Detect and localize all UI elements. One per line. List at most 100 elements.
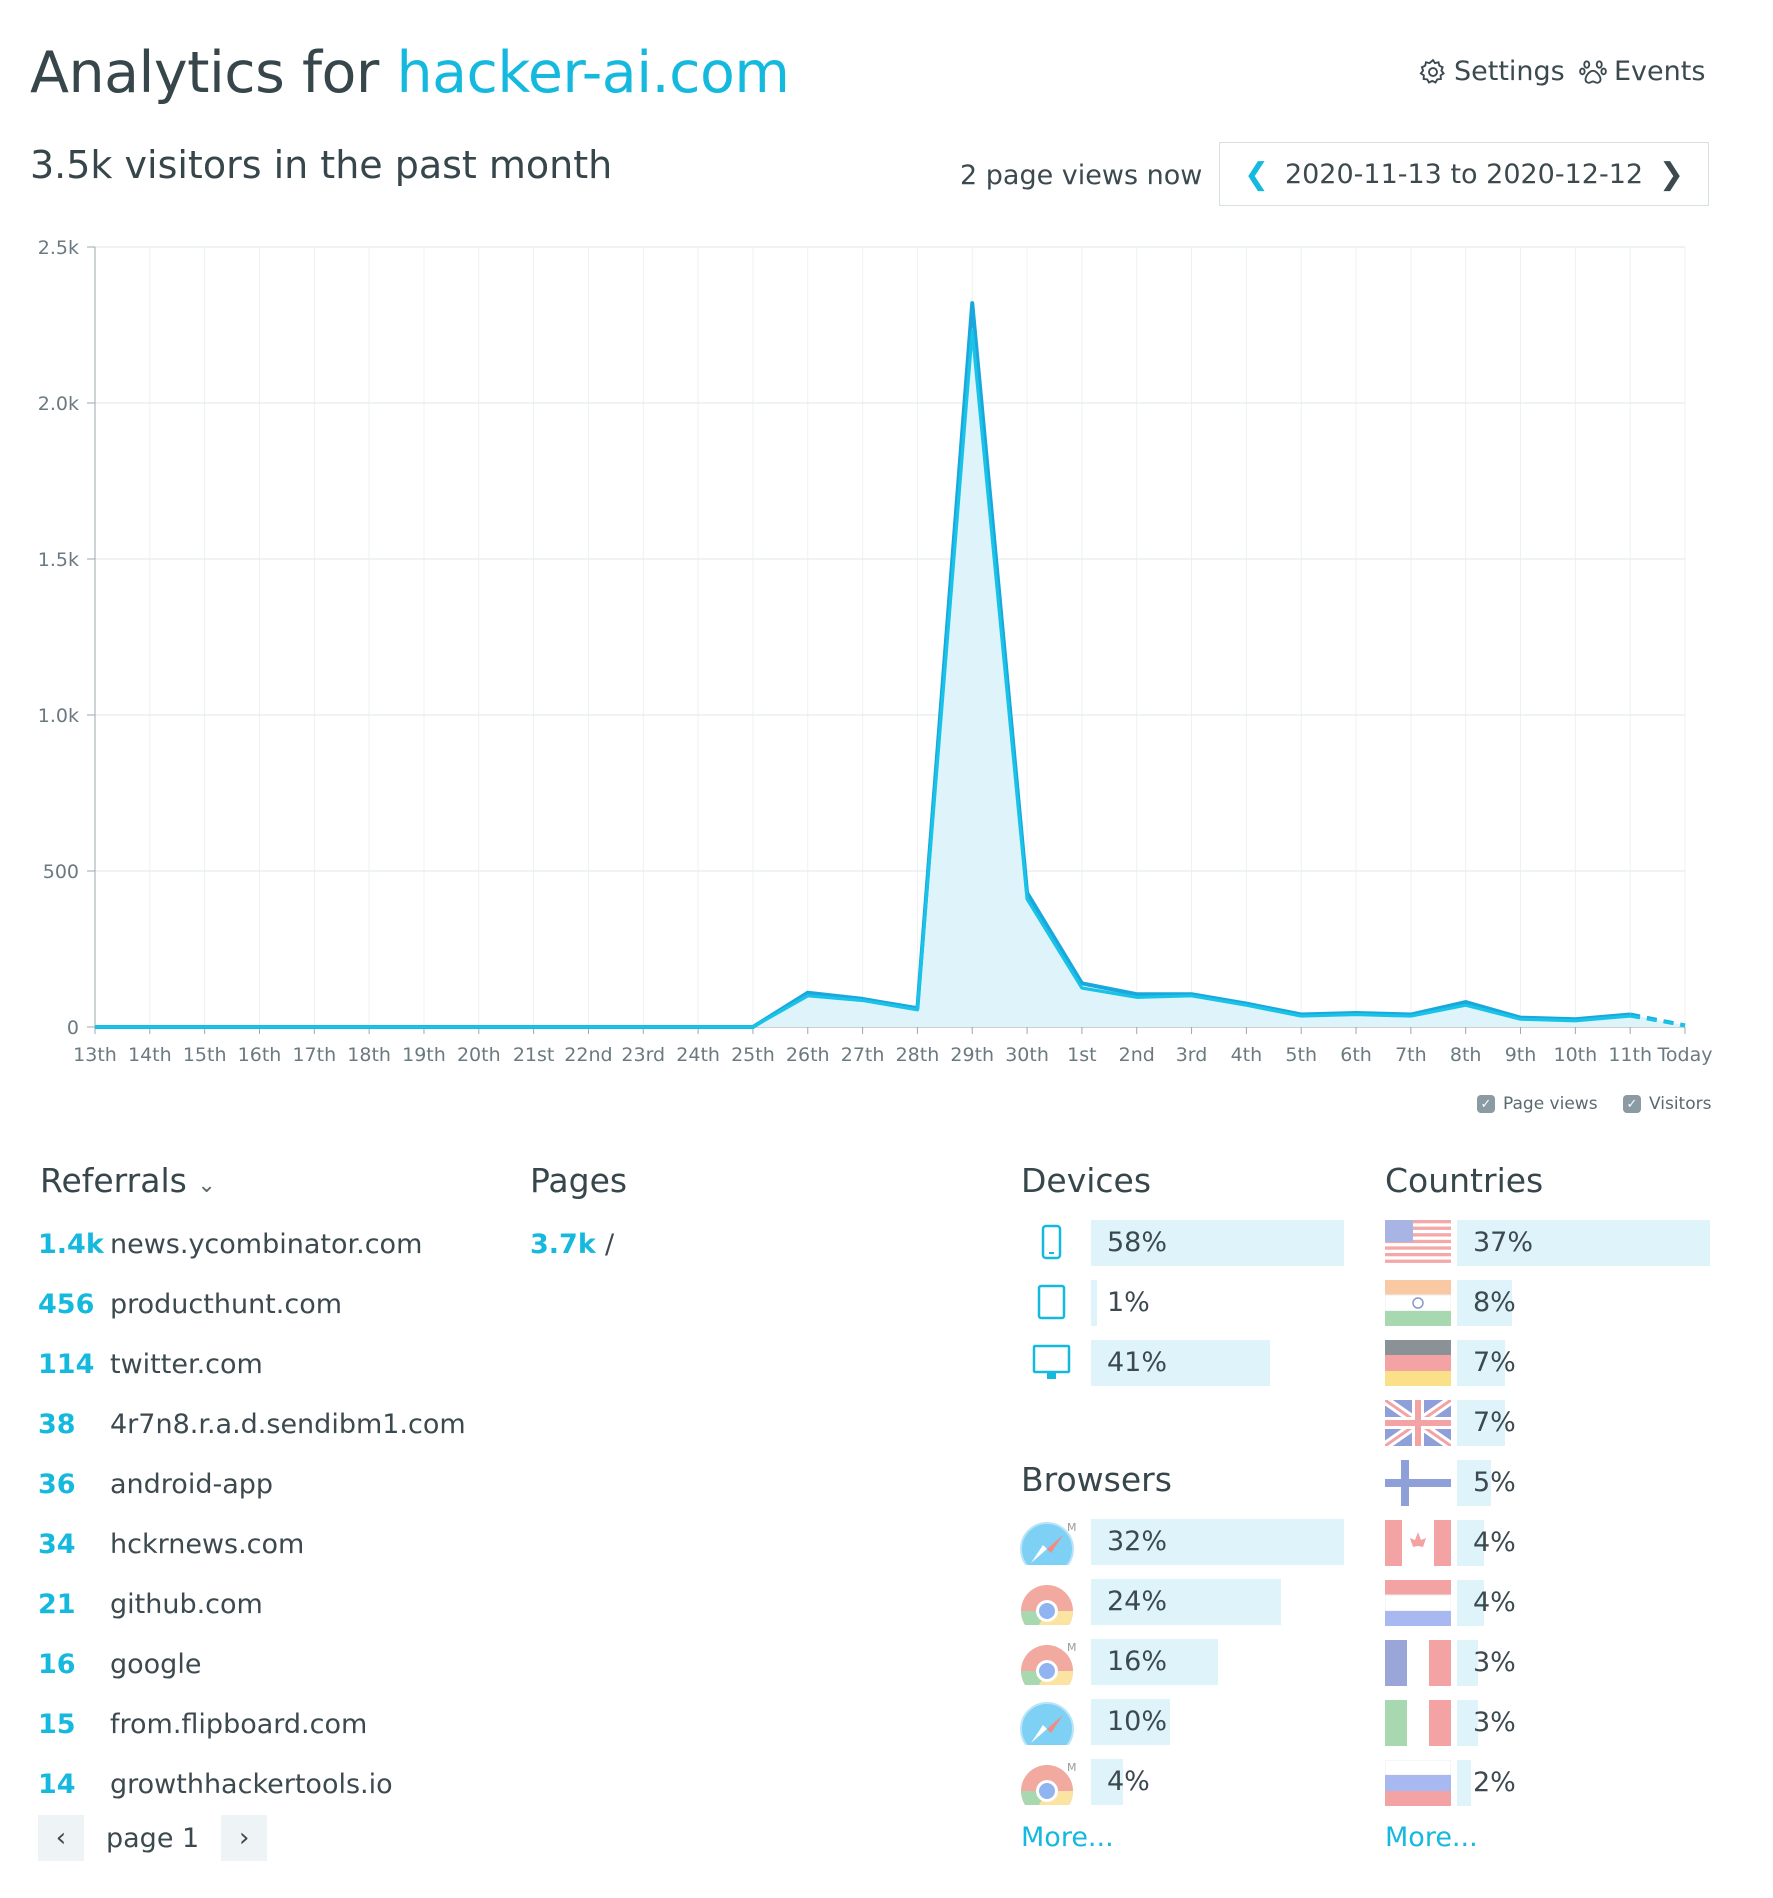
referral-source[interactable]: growthhackertools.io [110,1768,393,1800]
site-domain-link[interactable]: hacker-ai.com [396,40,790,106]
share-percent: 3% [1473,1707,1516,1738]
referral-source[interactable]: from.flipboard.com [110,1708,368,1740]
date-range-picker[interactable]: ❮ 2020-11-13 to 2020-12-12 ❯ [1219,142,1709,206]
browser-row[interactable]: 4% [1091,1759,1344,1805]
countrie-row[interactable]: 3% [1457,1700,1710,1746]
referral-source[interactable]: producthunt.com [110,1288,343,1320]
share-percent: 32% [1107,1526,1168,1557]
next-page-button[interactable]: › [221,1815,268,1861]
referral-count: 34 [38,1528,76,1560]
countries-title: Countries [1385,1161,1544,1200]
referral-row[interactable]: 36 android-app [38,1454,273,1514]
share-bar [1091,1280,1097,1326]
page-count: 3.7k [530,1228,596,1260]
referral-row[interactable]: 114 twitter.com [38,1334,263,1394]
x-tick-label: 21st [513,1044,555,1065]
countrie-row[interactable]: 4% [1457,1580,1710,1626]
share-percent: 10% [1107,1706,1168,1737]
flag-ru-icon [1385,1760,1451,1806]
share-bar [1457,1700,1478,1746]
date-range-label[interactable]: 2020-11-13 to 2020-12-12 [1284,158,1644,190]
referral-row[interactable]: 21 github.com [38,1574,263,1634]
share-percent: 41% [1107,1347,1168,1378]
referral-row[interactable]: 15 from.flipboard.com [38,1694,367,1754]
share-percent: 7% [1473,1347,1516,1378]
settings-link[interactable]: Settings [1418,52,1565,92]
checkbox-checked-icon[interactable]: ✓ [1477,1095,1495,1113]
referral-row[interactable]: 14 growthhackertools.io [38,1754,393,1814]
referral-row[interactable]: 16 google [38,1634,201,1694]
countrie-row[interactable]: 2% [1457,1760,1710,1806]
referrals-title: Referrals [40,1161,187,1200]
x-tick-label: Today [1657,1044,1713,1065]
referral-row[interactable]: 38 4r7n8.r.a.d.sendibm1.com [38,1394,466,1454]
x-tick-label: 19th [402,1044,446,1065]
settings-label: Settings [1454,56,1565,87]
flag-it-icon [1385,1700,1451,1746]
share-percent: 2% [1473,1767,1516,1798]
referral-source[interactable]: github.com [110,1588,263,1620]
referral-row[interactable]: 34 hckrnews.com [38,1514,304,1574]
mobile-safari-icon: M [1019,1519,1085,1565]
visitors-line-today-dashed [1629,1014,1686,1028]
live-page-views: 2 page views now [960,160,1203,191]
share-percent: 4% [1473,1527,1516,1558]
share-percent: 4% [1473,1587,1516,1618]
referral-source[interactable]: twitter.com [110,1348,263,1380]
svg-text:M: M [1067,1641,1077,1654]
share-bar [1091,1220,1344,1266]
share-percent: 4% [1107,1766,1150,1797]
countrie-row[interactable]: 7% [1457,1340,1710,1386]
browser-row[interactable]: 24% [1091,1579,1344,1625]
share-percent: 58% [1107,1227,1168,1258]
referral-source[interactable]: android-app [110,1468,274,1500]
referrals-dropdown[interactable]: Referrals ⌄ [40,1160,216,1207]
previous-page-button[interactable]: ‹ [38,1815,84,1861]
referral-row[interactable]: 456 producthunt.com [38,1274,342,1334]
flag-ca-icon [1385,1520,1451,1566]
referral-count: 456 [38,1288,95,1320]
visitor-summary: 3.5k visitors in the past month [30,143,613,187]
browsers-more-link[interactable]: More... [1021,1822,1114,1853]
referral-count: 36 [38,1468,76,1500]
countrie-row[interactable]: 37% [1457,1220,1710,1266]
referral-count: 15 [38,1708,76,1740]
referral-row[interactable]: 1.4k news.ycombinator.com [38,1214,422,1274]
share-percent: 37% [1473,1227,1534,1258]
mobile-chrome-icon: M [1019,1639,1085,1685]
referral-source[interactable]: google [110,1648,202,1680]
device-row[interactable]: 41% [1091,1340,1344,1386]
previous-period-button[interactable]: ❮ [1244,156,1270,192]
page-row[interactable]: 3.7k / [530,1214,614,1274]
countries-more-link[interactable]: More... [1385,1822,1478,1853]
legend-page-views[interactable]: ✓ Page views [1477,1094,1598,1114]
x-tick-label: 16th [238,1044,282,1065]
next-period-button[interactable]: ❯ [1658,156,1684,192]
device-row[interactable]: 58% [1091,1220,1344,1266]
countrie-row[interactable]: 5% [1457,1460,1710,1506]
x-tick-label: 13th [73,1044,117,1065]
flag-fi-icon [1385,1460,1451,1506]
referral-source[interactable]: news.ycombinator.com [110,1228,423,1260]
browser-row[interactable]: 10% [1091,1699,1344,1745]
share-bar [1091,1759,1123,1805]
x-tick-label: 14th [128,1044,172,1065]
countrie-row[interactable]: 3% [1457,1640,1710,1686]
referral-source[interactable]: 4r7n8.r.a.d.sendibm1.com [110,1408,466,1440]
page-path[interactable]: / [605,1228,615,1260]
browser-row[interactable]: 32% [1091,1519,1344,1565]
events-link[interactable]: Events [1578,52,1705,92]
checkbox-checked-icon[interactable]: ✓ [1623,1095,1641,1113]
visits-chart: 0 500 1.0k 1.5k 2.0k 2.5k 13th 14th 15th 16th 17th… [38,237,1713,1065]
device-row[interactable]: 1% [1091,1280,1344,1326]
countrie-row[interactable]: 4% [1457,1520,1710,1566]
desktop-icon [1019,1340,1085,1386]
legend-visitors[interactable]: ✓ Visitors [1623,1094,1711,1114]
countrie-row[interactable]: 8% [1457,1280,1710,1326]
countrie-row[interactable]: 7% [1457,1400,1710,1446]
browser-row[interactable]: 16% [1091,1639,1344,1685]
x-tick-label: 24th [676,1044,720,1065]
x-tick-label: 7th [1395,1044,1427,1065]
referral-source[interactable]: hckrnews.com [110,1528,305,1560]
referral-count: 16 [38,1648,76,1680]
